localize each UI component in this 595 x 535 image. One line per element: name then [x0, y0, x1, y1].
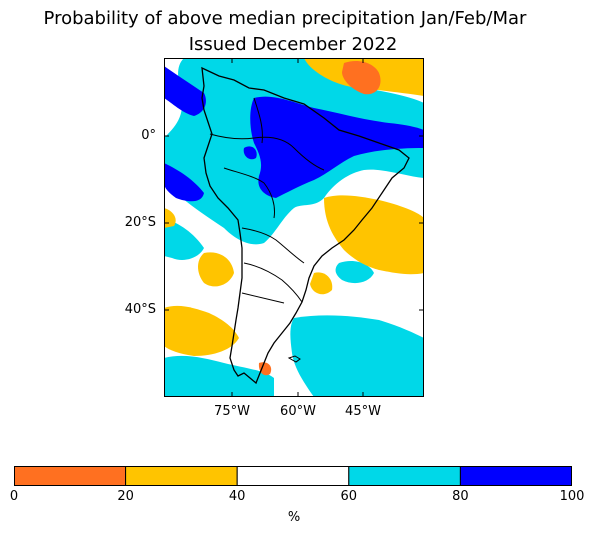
lon-label-45w: 45°W	[345, 404, 381, 419]
lat-label-20s: 20°S	[124, 215, 156, 230]
lat-label-0: 0°	[141, 128, 156, 143]
colorbar-bin-3	[348, 466, 461, 486]
colorbar-tick-label: 100	[559, 489, 585, 504]
map-border	[164, 58, 424, 397]
colorbar-bin-2	[236, 466, 350, 486]
colorbar-tick-label: 80	[452, 489, 469, 504]
map-title: Probability of above median precipitatio…	[43, 8, 527, 29]
colorbar-tick-label: 60	[340, 489, 358, 504]
axis-ticks	[164, 58, 424, 397]
colorbar	[14, 466, 572, 486]
colorbar-outline	[14, 466, 572, 486]
island-falklands	[287, 355, 301, 363]
blue-probability-areas	[164, 66, 424, 202]
colorbar-bin-4	[459, 466, 572, 486]
country-borders	[209, 97, 325, 304]
map-subtitle: Issued December 2022	[188, 34, 398, 55]
lon-label-60w: 60°W	[280, 404, 316, 419]
colorbar-tick-label: 0	[9, 489, 19, 504]
colorbar-bin-1	[125, 466, 238, 486]
colorbar-bin-0	[14, 466, 127, 486]
lon-label-75w: 75°W	[214, 404, 250, 419]
colorbar-unit: %	[287, 510, 301, 525]
orange-probability-areas	[258, 61, 381, 376]
lat-label-40s: 40°S	[124, 302, 156, 317]
precipitation-map	[164, 58, 424, 397]
coastline	[201, 66, 410, 385]
colorbar-tick-label: 20	[117, 489, 134, 504]
colorbar-tick-label: 40	[228, 489, 246, 504]
gold-probability-areas	[164, 58, 424, 356]
